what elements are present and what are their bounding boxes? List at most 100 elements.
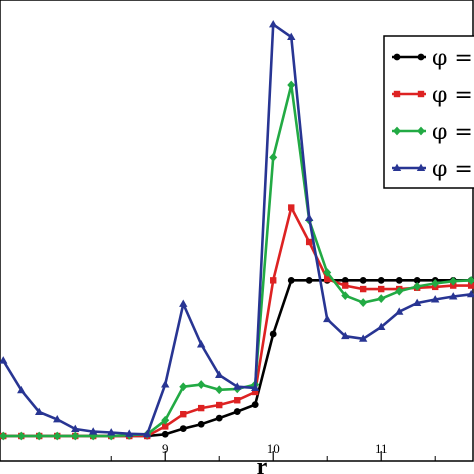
data-point bbox=[71, 424, 80, 433]
data-point bbox=[216, 401, 223, 409]
data-point bbox=[342, 282, 349, 289]
data-point bbox=[88, 427, 98, 435]
data-point bbox=[378, 285, 385, 293]
data-point bbox=[107, 428, 116, 436]
data-point bbox=[412, 298, 422, 307]
x-axis-ticks: 9 10 11 bbox=[110, 441, 436, 461]
legend-label: φ = 0 bbox=[432, 46, 474, 71]
data-point bbox=[269, 20, 278, 28]
data-point bbox=[197, 404, 205, 412]
data-point bbox=[323, 268, 332, 277]
series-layer bbox=[0, 20, 474, 441]
data-point bbox=[323, 314, 332, 323]
data-point bbox=[269, 330, 277, 338]
data-point bbox=[270, 277, 277, 284]
data-point bbox=[161, 380, 170, 388]
legend-box bbox=[383, 35, 474, 189]
legend-label: φ = 0 bbox=[432, 157, 474, 182]
data-point bbox=[269, 152, 278, 162]
legend-marker bbox=[417, 53, 425, 61]
data-point bbox=[341, 331, 350, 340]
data-point bbox=[341, 276, 349, 284]
legend-marker bbox=[393, 90, 401, 98]
legend-entry: φ = 0 bbox=[392, 46, 474, 71]
data-point bbox=[304, 213, 314, 221]
data-point bbox=[467, 282, 474, 289]
data-point bbox=[305, 276, 313, 284]
legend-marker bbox=[393, 53, 401, 61]
data-point bbox=[431, 279, 440, 288]
data-point bbox=[377, 294, 386, 304]
data-point bbox=[35, 431, 44, 441]
data-point bbox=[107, 431, 116, 441]
series-triangle bbox=[0, 20, 474, 438]
data-point bbox=[288, 204, 295, 211]
legend-marker bbox=[392, 163, 402, 171]
data-point bbox=[449, 292, 458, 300]
data-point bbox=[359, 276, 367, 284]
data-point bbox=[161, 430, 169, 438]
data-point bbox=[0, 431, 8, 441]
data-point bbox=[358, 334, 368, 342]
legend-entry: φ = 0 bbox=[392, 157, 474, 182]
data-point bbox=[215, 414, 223, 422]
data-point bbox=[53, 431, 62, 441]
data-point bbox=[0, 356, 8, 364]
data-point bbox=[251, 401, 259, 409]
data-point bbox=[395, 276, 403, 284]
legend-entry: φ = 0 bbox=[392, 120, 474, 145]
data-point bbox=[215, 370, 224, 378]
data-point bbox=[324, 275, 331, 283]
legend-label: φ = 0 bbox=[432, 83, 474, 108]
data-point bbox=[341, 291, 350, 301]
data-point bbox=[250, 383, 260, 392]
data-point bbox=[162, 423, 169, 430]
data-point bbox=[287, 32, 296, 41]
x-tick-label: 9 bbox=[162, 441, 169, 456]
data-point bbox=[395, 307, 404, 315]
legend-entry: φ = 0 bbox=[392, 83, 474, 108]
data-point bbox=[142, 429, 152, 438]
x-tick-label: 10 bbox=[267, 441, 280, 456]
legend: φ = 0 φ = 0 φ = 0 φ = 0 bbox=[383, 35, 474, 189]
data-point bbox=[17, 385, 26, 394]
data-point bbox=[287, 80, 296, 90]
data-point bbox=[287, 276, 295, 284]
legend-marker bbox=[393, 126, 401, 136]
data-point bbox=[197, 380, 206, 389]
data-point bbox=[197, 420, 205, 428]
series-circle bbox=[0, 276, 474, 440]
data-point bbox=[305, 238, 313, 246]
data-point bbox=[377, 322, 386, 330]
data-point bbox=[377, 276, 385, 284]
data-point bbox=[161, 415, 170, 425]
plot-frame bbox=[0, 0, 474, 462]
data-point bbox=[413, 276, 421, 284]
data-point bbox=[395, 286, 404, 296]
data-point bbox=[179, 382, 188, 392]
data-point bbox=[467, 275, 474, 285]
data-point bbox=[71, 431, 80, 441]
x-tick-label: 11 bbox=[375, 441, 388, 456]
data-point bbox=[53, 415, 62, 423]
data-point bbox=[359, 298, 368, 307]
data-point bbox=[35, 407, 44, 416]
series-square bbox=[0, 204, 474, 440]
data-point bbox=[125, 429, 134, 437]
data-point bbox=[431, 295, 440, 303]
data-point bbox=[180, 411, 187, 418]
data-point bbox=[233, 382, 242, 390]
data-point bbox=[251, 388, 259, 396]
data-point bbox=[234, 397, 241, 404]
data-point bbox=[179, 425, 187, 432]
data-point bbox=[413, 282, 422, 291]
data-point bbox=[215, 385, 224, 395]
legend-label: φ = 0 bbox=[432, 120, 474, 145]
x-axis-label: r bbox=[257, 454, 268, 474]
legend-marker bbox=[417, 126, 425, 136]
data-point bbox=[17, 431, 26, 441]
data-point bbox=[196, 340, 206, 348]
data-point bbox=[449, 276, 458, 286]
data-point bbox=[233, 408, 241, 415]
